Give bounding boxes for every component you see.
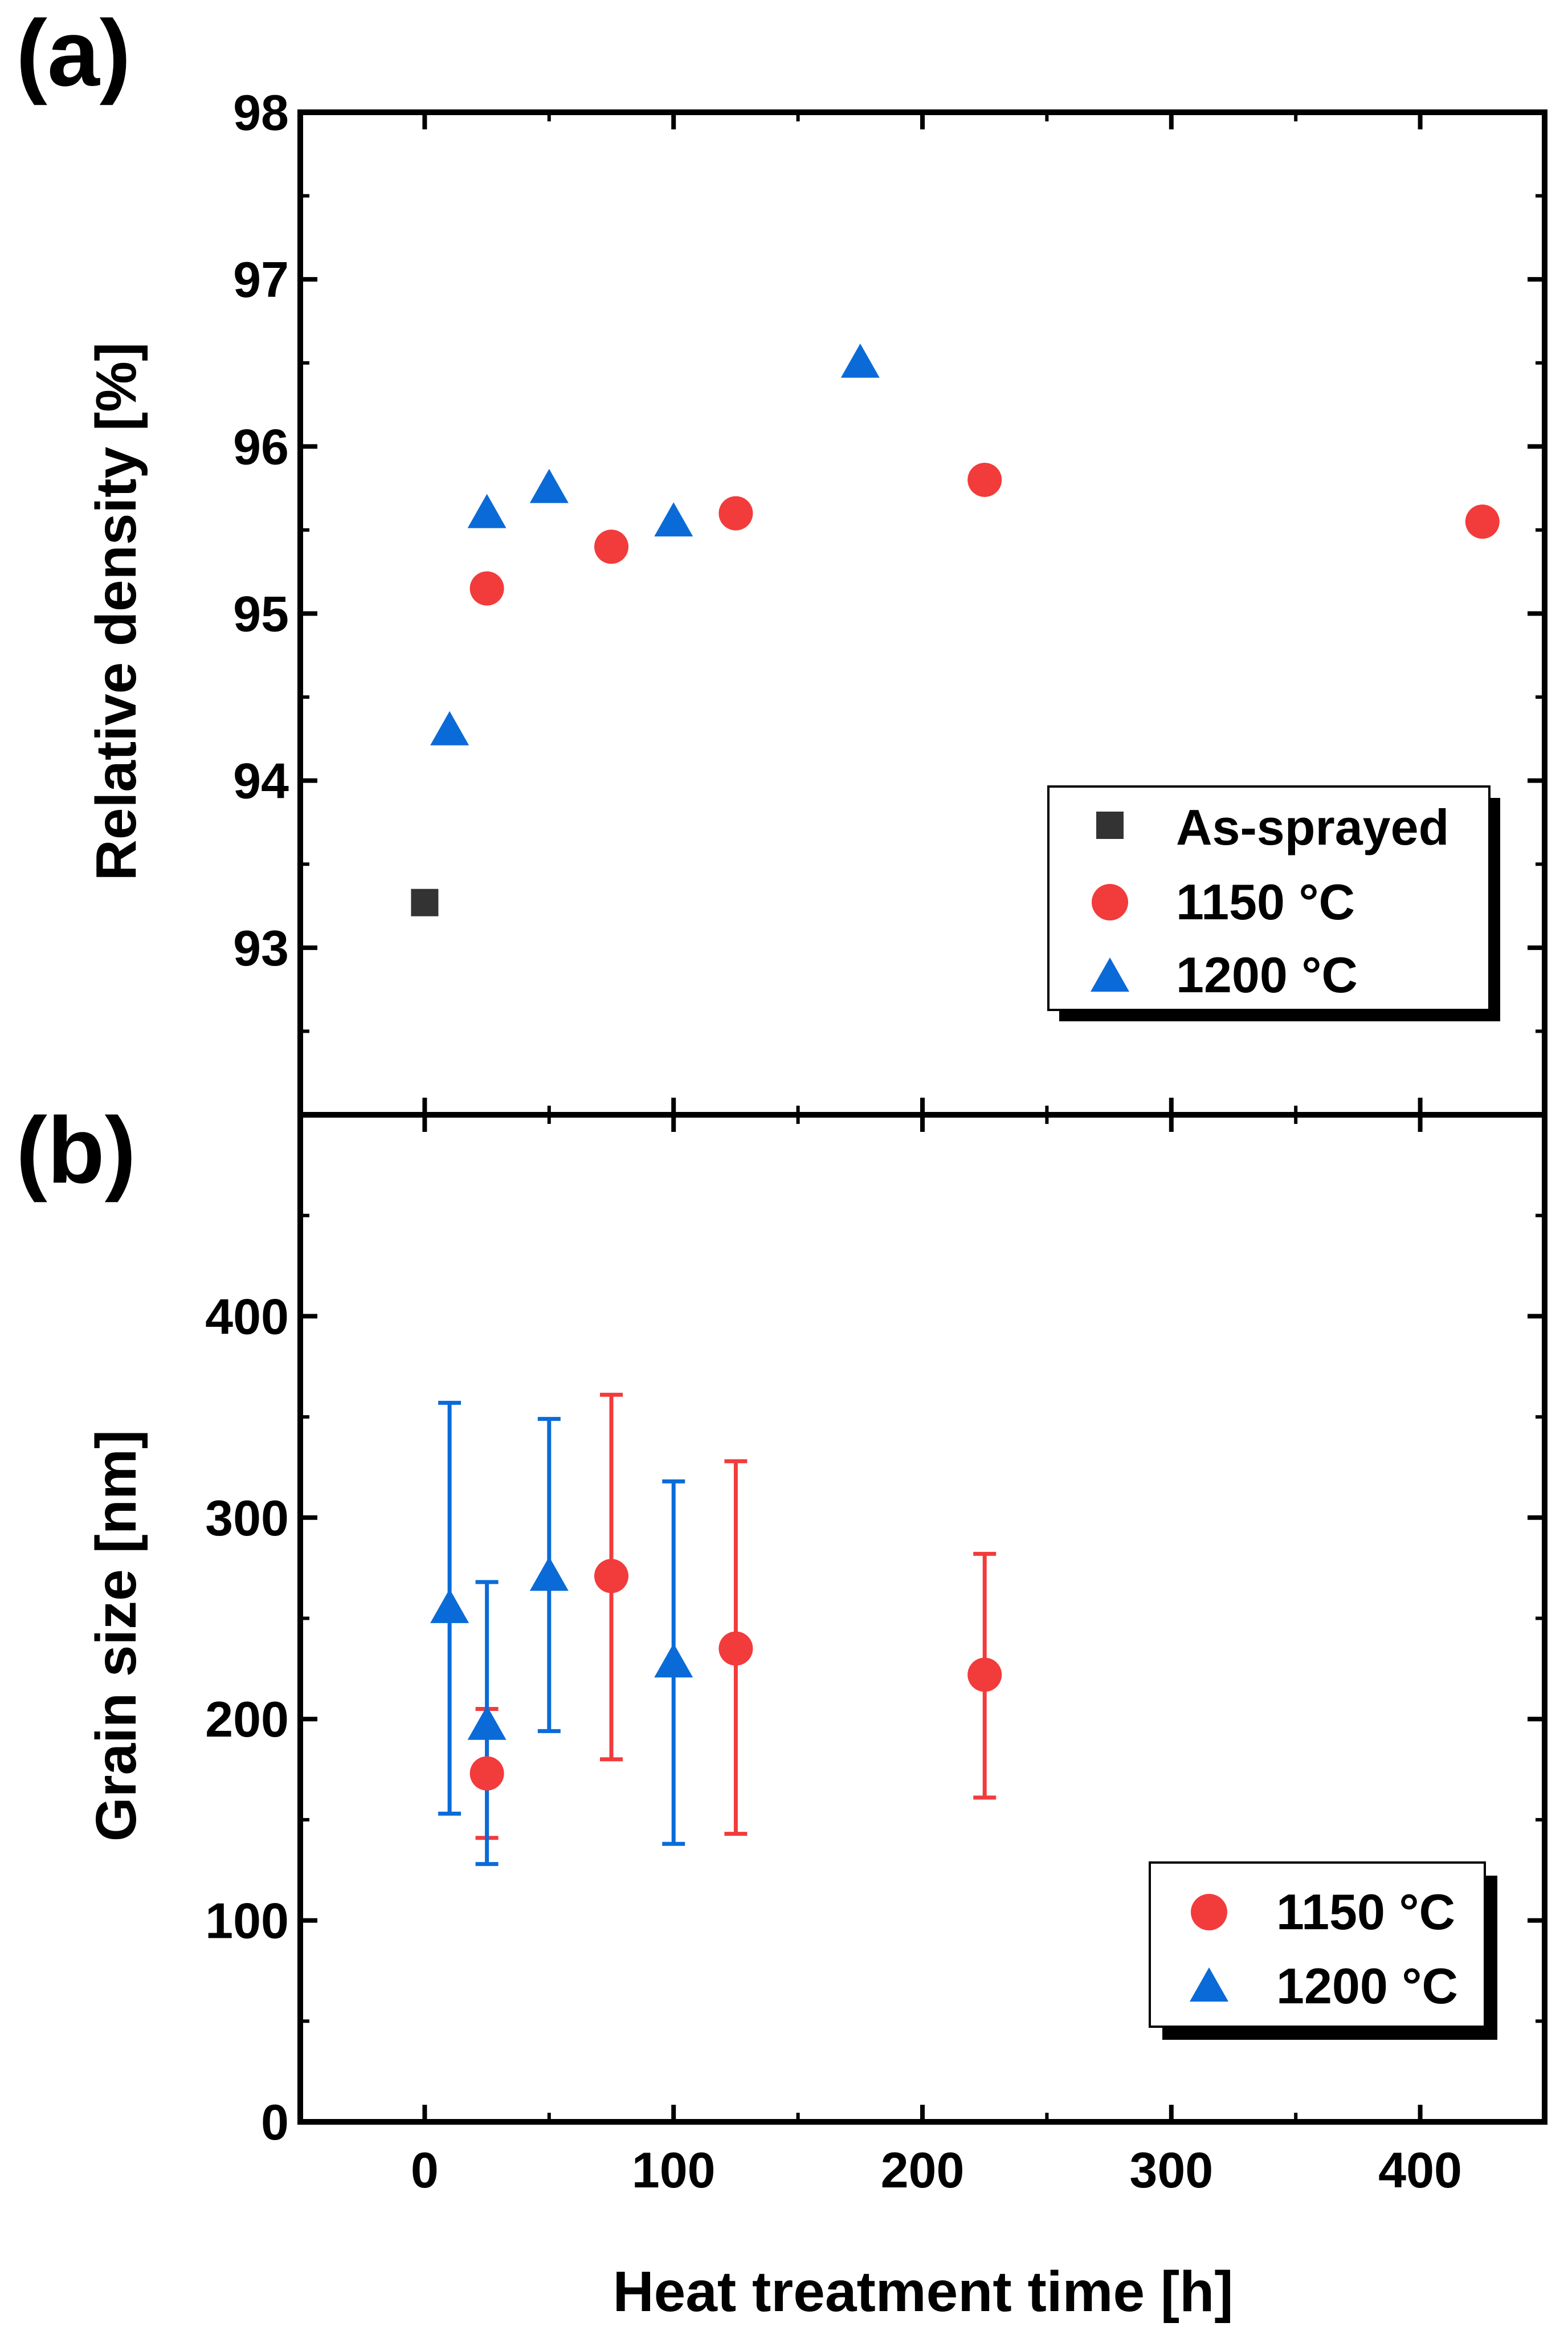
legend-1200-marker xyxy=(1091,957,1129,992)
panel-a-y-tick-label: 94 xyxy=(233,753,289,809)
data-point-1150-c xyxy=(718,496,753,531)
legend-b-1150-marker xyxy=(1191,1894,1227,1930)
data-point-1150-c xyxy=(469,571,504,606)
data-point-1200-c xyxy=(529,1556,569,1591)
data-point-1200-c xyxy=(467,1705,507,1740)
panel-a-y-tick-label: 98 xyxy=(233,84,289,141)
data-point-1150-c xyxy=(594,529,628,564)
legend-b-1200-label: 1200 °C xyxy=(1276,1958,1458,2014)
legend-1200-label: 1200 °C xyxy=(1176,947,1358,1003)
panel-b-x-tick-label: 200 xyxy=(881,2142,965,2198)
panel-b-frame xyxy=(297,1112,1547,2125)
panel-b-y-tick-label: 200 xyxy=(205,1691,289,1747)
legend-b-1150-label: 1150 °C xyxy=(1276,1884,1455,1940)
panel-a-legend: As-sprayed 1150 °C 1200 °C xyxy=(1047,785,1500,1021)
panel-b-y-tick-label: 300 xyxy=(205,1490,289,1546)
panel-b-x-tick-label: 300 xyxy=(1129,2142,1213,2198)
data-point-1200-c xyxy=(840,343,880,378)
data-point-1200-c xyxy=(467,494,507,528)
legend-1150-label: 1150 °C xyxy=(1176,874,1355,930)
panel-a-y-tick-label: 96 xyxy=(233,418,289,475)
legend-as-sprayed-marker xyxy=(1096,812,1124,839)
panel-a-ylabel: Relative density [%] xyxy=(84,343,148,881)
data-point-1200-c xyxy=(654,502,693,537)
panel-a-label: (a) xyxy=(16,1,131,105)
data-point-1150-c xyxy=(718,1631,753,1666)
data-point-1150-c xyxy=(469,1756,504,1791)
panel-a-y-tick-label: 93 xyxy=(233,920,289,976)
legend-1150-marker xyxy=(1092,884,1128,920)
panel-b-ylabel: Grain size [nm] xyxy=(84,1430,148,1841)
data-point-1200-c xyxy=(430,711,469,745)
panel-b-y-tick-label: 0 xyxy=(261,2094,289,2150)
panel-a-plot: 93 94 95 96 97 98 xyxy=(233,84,1545,1115)
data-point-1150-c xyxy=(967,1657,1002,1692)
data-point-1200-c xyxy=(430,1588,469,1623)
data-point-1200-c xyxy=(654,1643,693,1678)
data-point-as-sprayed xyxy=(411,889,439,916)
legend-as-sprayed-label: As-sprayed xyxy=(1176,799,1449,855)
data-point-1150-c xyxy=(594,1559,628,1594)
panel-a-y-tick-label: 95 xyxy=(233,586,289,642)
data-point-1150-c xyxy=(967,462,1002,497)
panel-b-legend: 1150 °C 1200 °C xyxy=(1149,1861,1497,2040)
panel-a-y-tick-label: 97 xyxy=(233,251,289,308)
x-axis-label: Heat treatment time [h] xyxy=(612,2260,1233,2324)
panel-b-y-tick-label: 400 xyxy=(205,1288,289,1344)
data-point-1150-c xyxy=(1465,504,1500,539)
panel-b-x-tick-label: 0 xyxy=(411,2142,439,2198)
panel-b-plot: 0 100 200 300 400 0 100 200 300 400 xyxy=(205,1115,1545,2198)
panel-b-x-tick-label: 400 xyxy=(1378,2142,1462,2198)
data-point-1200-c xyxy=(529,468,569,503)
panel-b-x-tick-label: 100 xyxy=(632,2142,716,2198)
legend-b-1200-marker xyxy=(1190,1967,1228,2002)
panel-b-y-tick-label: 100 xyxy=(205,1893,289,1949)
panel-b-label: (b) xyxy=(16,1098,136,1203)
